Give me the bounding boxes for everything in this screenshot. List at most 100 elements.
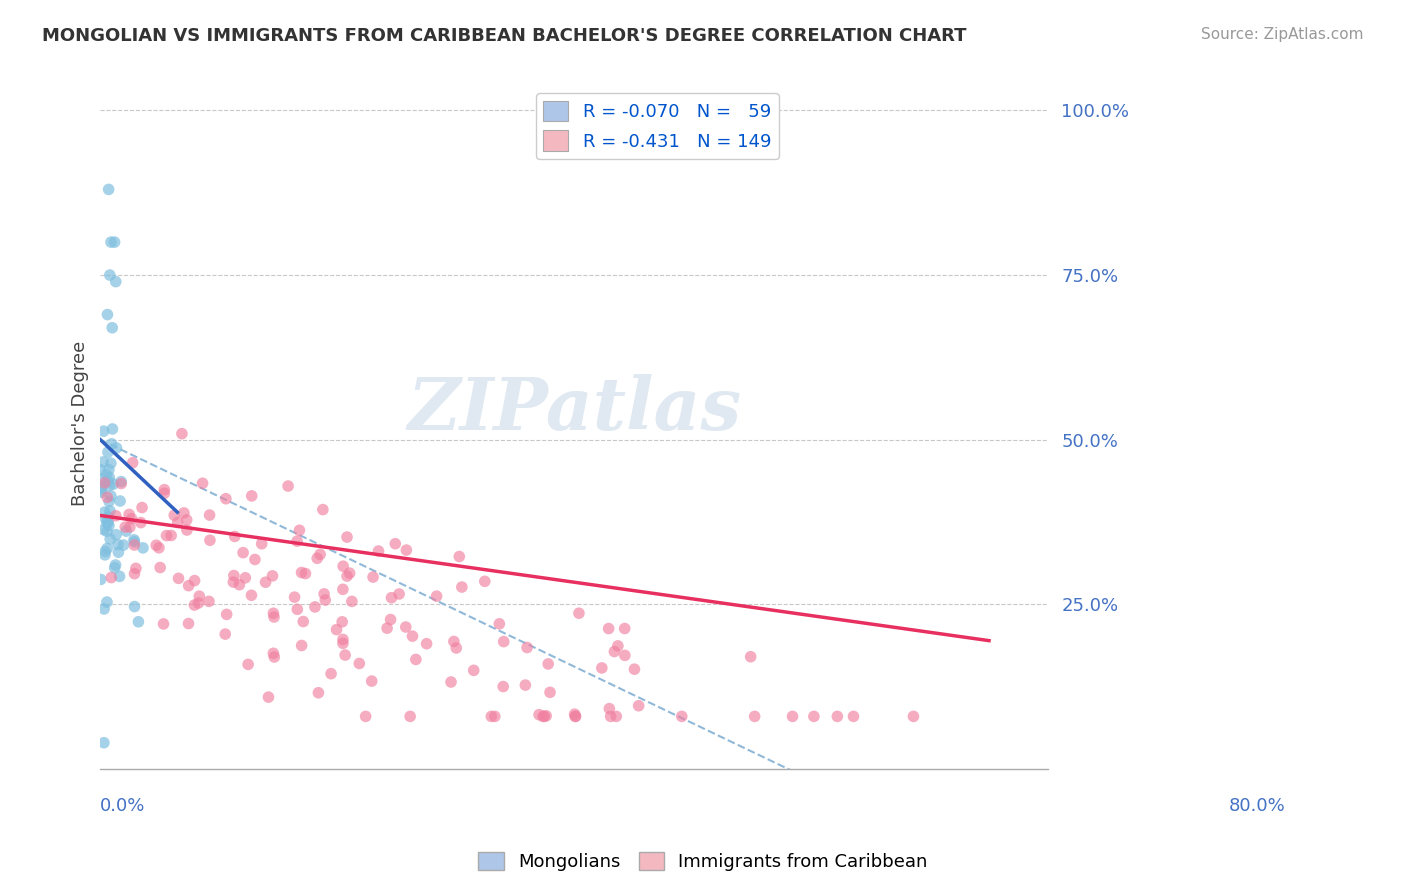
Point <box>94 544 117 558</box>
Point <box>104 560 127 574</box>
Point <box>100 489 122 503</box>
Point <box>598 701 620 715</box>
Point <box>145 538 167 552</box>
Point <box>340 594 363 608</box>
Point <box>291 639 314 653</box>
Point <box>314 593 336 607</box>
Point <box>97 518 120 533</box>
Point <box>354 709 377 723</box>
Point <box>215 607 238 622</box>
Point <box>515 678 537 692</box>
Point <box>671 709 693 723</box>
Point <box>114 520 136 534</box>
Point <box>90 485 112 500</box>
Point <box>110 475 132 489</box>
Point <box>93 424 115 438</box>
Point <box>170 426 193 441</box>
Point <box>97 445 120 459</box>
Point <box>124 534 146 549</box>
Point <box>290 566 312 580</box>
Point <box>97 515 120 529</box>
Point <box>598 622 620 636</box>
Point <box>108 494 131 508</box>
Point <box>537 657 560 671</box>
Point <box>149 560 172 574</box>
Point <box>564 707 586 722</box>
Point <box>367 544 389 558</box>
Point <box>96 595 118 609</box>
Point <box>214 627 236 641</box>
Point <box>564 709 586 723</box>
Point <box>98 494 121 508</box>
Point <box>100 456 122 470</box>
Point <box>332 632 354 647</box>
Point <box>96 467 118 482</box>
Point <box>153 486 176 500</box>
Point <box>599 709 621 723</box>
Point <box>395 620 418 634</box>
Point <box>118 520 141 534</box>
Point <box>292 615 315 629</box>
Point <box>243 552 266 566</box>
Point <box>160 528 183 542</box>
Point <box>538 685 561 699</box>
Point <box>107 545 129 559</box>
Point <box>361 570 384 584</box>
Point <box>93 523 115 537</box>
Point <box>333 648 356 662</box>
Point <box>183 574 205 588</box>
Point <box>105 527 128 541</box>
Point <box>388 587 411 601</box>
Point <box>103 235 125 249</box>
Legend: Mongolians, Immigrants from Caribbean: Mongolians, Immigrants from Caribbean <box>471 845 935 879</box>
Point <box>163 508 186 523</box>
Point <box>131 500 153 515</box>
Point <box>103 477 125 491</box>
Point <box>124 566 146 581</box>
Point <box>118 508 141 522</box>
Point <box>531 709 554 723</box>
Point <box>262 606 284 620</box>
Point <box>94 548 117 562</box>
Point <box>94 512 117 526</box>
Point <box>446 640 468 655</box>
Point <box>98 532 121 546</box>
Point <box>124 599 146 614</box>
Point <box>183 598 205 612</box>
Point <box>533 709 555 723</box>
Point <box>623 662 645 676</box>
Point <box>104 508 127 523</box>
Point <box>332 559 354 574</box>
Point <box>325 623 347 637</box>
Point <box>188 589 211 603</box>
Point <box>492 680 515 694</box>
Point <box>115 524 138 538</box>
Point <box>842 709 865 723</box>
Point <box>314 587 336 601</box>
Point <box>294 566 316 581</box>
Point <box>187 596 209 610</box>
Point <box>492 634 515 648</box>
Point <box>284 590 307 604</box>
Point <box>98 504 121 518</box>
Point <box>405 652 427 666</box>
Point <box>415 637 437 651</box>
Point <box>426 589 449 603</box>
Point <box>100 437 122 451</box>
Point <box>516 640 538 655</box>
Point <box>257 690 280 705</box>
Point <box>155 528 177 542</box>
Point <box>108 569 131 583</box>
Point <box>98 470 121 484</box>
Point <box>479 709 502 723</box>
Point <box>613 622 636 636</box>
Point <box>312 502 335 516</box>
Point <box>534 709 557 723</box>
Point <box>112 538 135 552</box>
Point <box>232 546 254 560</box>
Point <box>740 649 762 664</box>
Point <box>167 571 190 585</box>
Point <box>177 616 200 631</box>
Point <box>93 736 115 750</box>
Point <box>96 308 118 322</box>
